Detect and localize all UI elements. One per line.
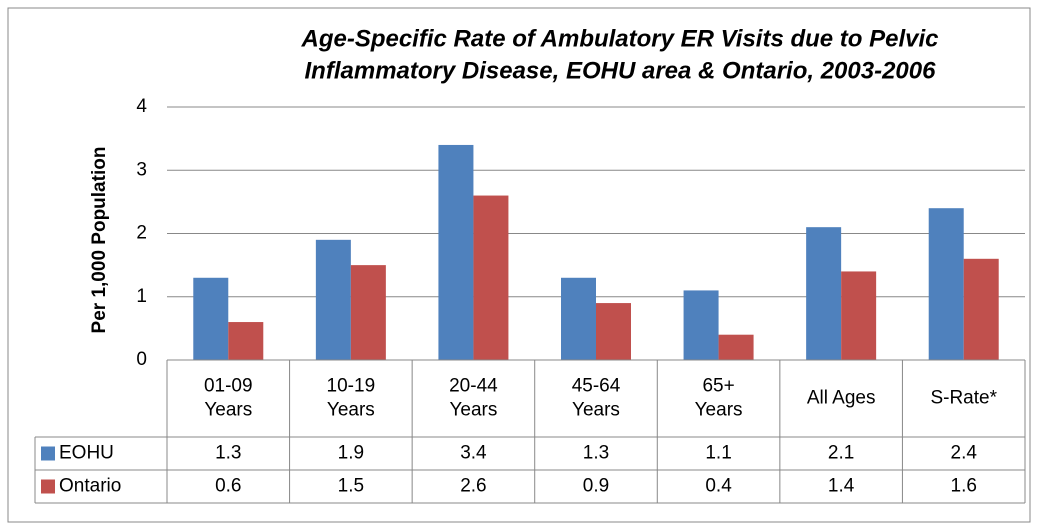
bar bbox=[841, 271, 877, 360]
x-tick-label: 10-19 bbox=[327, 376, 376, 397]
bar bbox=[228, 322, 264, 360]
bar bbox=[806, 227, 842, 360]
x-tick-label: 20-44 bbox=[449, 376, 498, 397]
table-value: 0.4 bbox=[705, 476, 732, 497]
table-value: 1.5 bbox=[338, 476, 364, 497]
legend-label: EOHU bbox=[59, 443, 114, 464]
legend-swatch bbox=[41, 479, 55, 494]
bar bbox=[928, 208, 964, 360]
table-value: 1.1 bbox=[705, 443, 731, 464]
bar bbox=[561, 277, 596, 360]
bar bbox=[350, 265, 386, 360]
legend-label: Ontario bbox=[59, 476, 121, 497]
y-axis-label: Per 1,000 Population bbox=[89, 147, 110, 334]
chart-title: Age-Specific Rate of Ambulatory ER Visit… bbox=[300, 25, 938, 52]
bar bbox=[315, 239, 351, 360]
table-value: 1.6 bbox=[951, 476, 977, 497]
bar bbox=[963, 258, 999, 360]
table-value: 0.9 bbox=[583, 476, 609, 497]
bar bbox=[683, 290, 719, 360]
table-value: 1.4 bbox=[828, 476, 855, 497]
legend-swatch bbox=[41, 446, 55, 461]
table-value: 2.6 bbox=[460, 476, 486, 497]
x-tick-label: Years bbox=[449, 400, 497, 421]
chart-title: Inflammatory Disease, EOHU area & Ontari… bbox=[305, 57, 937, 84]
bar bbox=[718, 334, 754, 360]
x-tick-label: 45-64 bbox=[572, 376, 621, 397]
x-tick-label: All Ages bbox=[807, 388, 876, 409]
table-value: 1.3 bbox=[215, 443, 241, 464]
x-tick-label: Years bbox=[204, 400, 252, 421]
y-tick-label: 1 bbox=[136, 286, 147, 307]
y-tick-label: 0 bbox=[136, 349, 147, 370]
y-tick-label: 3 bbox=[136, 159, 147, 180]
table-value: 1.3 bbox=[583, 443, 609, 464]
bar bbox=[596, 303, 631, 360]
x-tick-label: Years bbox=[572, 400, 620, 421]
table-value: 0.6 bbox=[215, 476, 241, 497]
bar bbox=[193, 277, 229, 360]
x-tick-label: Years bbox=[327, 400, 375, 421]
y-tick-label: 4 bbox=[136, 96, 147, 117]
table-value: 1.9 bbox=[338, 443, 364, 464]
table-value: 2.1 bbox=[828, 443, 854, 464]
x-tick-label: S-Rate* bbox=[930, 388, 997, 409]
bar bbox=[473, 195, 509, 360]
x-tick-label: 65+ bbox=[702, 376, 734, 397]
x-tick-label: Years bbox=[695, 400, 743, 421]
table-value: 3.4 bbox=[460, 443, 487, 464]
bar bbox=[438, 144, 474, 360]
x-tick-label: 01-09 bbox=[204, 376, 253, 397]
y-tick-label: 2 bbox=[136, 223, 147, 244]
chart-border bbox=[7, 7, 1031, 523]
table-value: 2.4 bbox=[951, 443, 978, 464]
